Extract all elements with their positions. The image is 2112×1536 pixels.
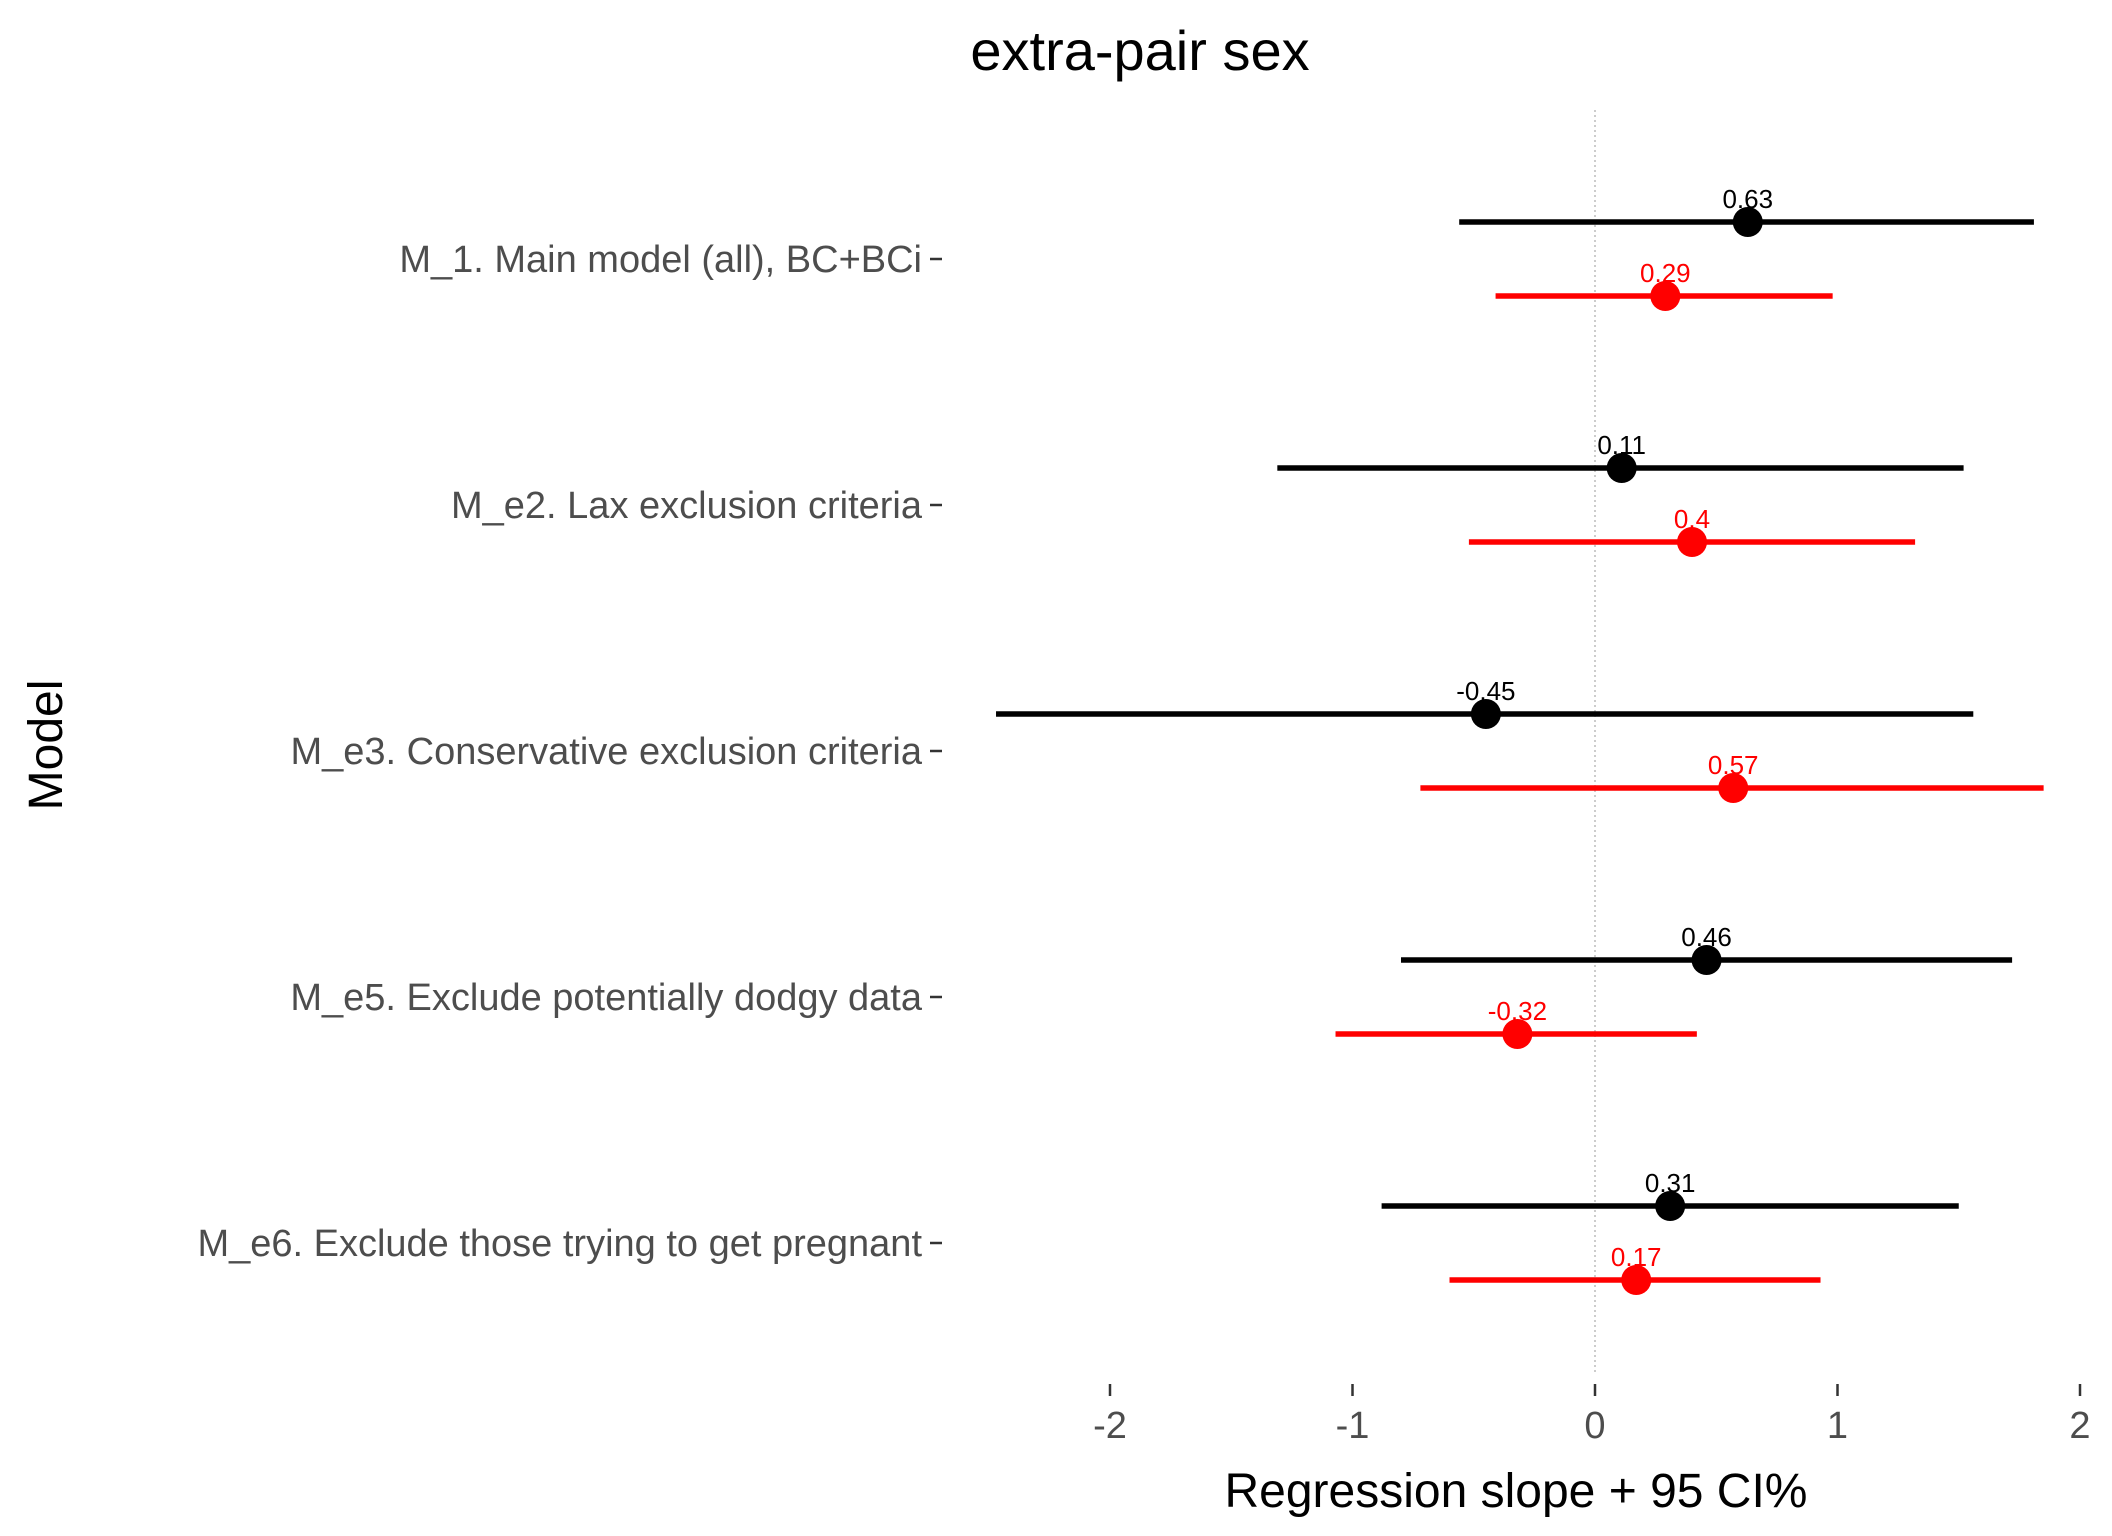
data-label: 0.29 <box>1640 258 1691 288</box>
y-tick-label: M_1. Main model (all), BC+BCi <box>399 239 922 281</box>
data-label: -0.45 <box>1456 676 1515 706</box>
point-estimate <box>1677 527 1707 557</box>
y-tick-label: M_e6. Exclude those trying to get pregna… <box>197 1223 922 1265</box>
y-axis-title: Model <box>20 680 73 811</box>
point-estimate <box>1502 1019 1533 1049</box>
x-tick-label: -1 <box>1336 1405 1370 1447</box>
point-estimate <box>1691 945 1722 975</box>
y-tick-label: M_e2. Lax exclusion criteria <box>451 485 923 527</box>
chart-title: extra-pair sex <box>970 19 1309 82</box>
data-label: 0.11 <box>1597 430 1646 460</box>
x-axis-title: Regression slope + 95 CI% <box>1225 1465 1808 1518</box>
x-tick-label: 1 <box>1827 1405 1848 1447</box>
data-label: 0.63 <box>1722 184 1773 214</box>
point-estimate <box>1606 453 1637 483</box>
data-label: -0.32 <box>1488 996 1547 1026</box>
point-estimate <box>1621 1265 1652 1295</box>
y-tick-label: M_e3. Conservative exclusion criteria <box>291 731 923 773</box>
y-tick-label: M_e5. Exclude potentially dodgy data <box>290 977 923 1019</box>
data-label: 0.17 <box>1611 1242 1662 1272</box>
data-label: 0.31 <box>1645 1168 1696 1198</box>
point-estimate <box>1655 1191 1686 1221</box>
point-estimate <box>1470 699 1501 729</box>
point-estimate <box>1650 281 1681 311</box>
x-tick-label: 2 <box>2069 1405 2090 1447</box>
plot-area: M_1. Main model (all), BC+BCi M_e2. Lax e… <box>197 110 2091 1447</box>
point-estimate <box>1718 773 1749 803</box>
x-tick-label: -2 <box>1093 1405 1127 1447</box>
point-estimate <box>1732 207 1763 237</box>
data-label: 0.57 <box>1708 750 1759 780</box>
x-tick-label: 0 <box>1584 1405 1605 1447</box>
data-label: 0.46 <box>1681 922 1732 952</box>
data-label: 0.4 <box>1674 504 1710 534</box>
